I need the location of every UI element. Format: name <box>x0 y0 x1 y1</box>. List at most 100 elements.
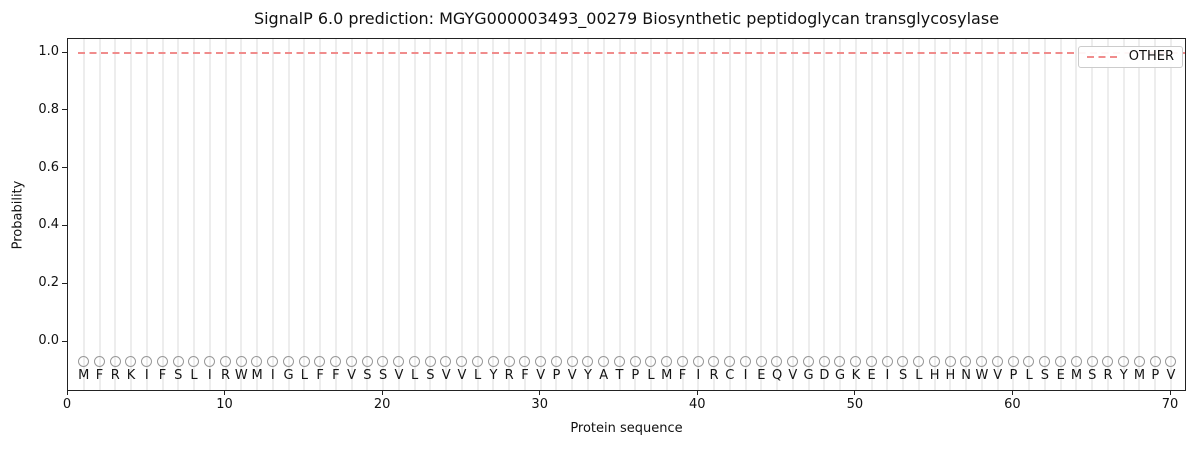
gridline <box>665 39 668 390</box>
gridline <box>240 39 243 390</box>
gridline <box>697 39 700 390</box>
x-tick-label: 0 <box>62 397 72 412</box>
gridline <box>602 39 605 390</box>
residue-letter: Y <box>584 368 592 383</box>
residue-marker <box>582 356 594 367</box>
gridline <box>193 39 196 390</box>
residue-letter: R <box>504 368 514 383</box>
residue-letter: W <box>234 368 248 383</box>
residue-marker <box>78 356 90 367</box>
y-tick-mark <box>62 340 67 342</box>
gridline <box>492 39 495 390</box>
gridline <box>114 39 117 390</box>
residue-marker <box>408 356 420 367</box>
gridline <box>1122 39 1125 390</box>
residue-marker <box>393 356 405 367</box>
x-tick-label: 50 <box>846 397 864 412</box>
residue-letter: M <box>1133 368 1146 383</box>
other-probability-line <box>78 52 1185 54</box>
residue-marker <box>1149 356 1161 367</box>
residue-letter: G <box>803 368 814 383</box>
residue-marker <box>913 356 925 367</box>
gridline <box>508 39 511 390</box>
gridline <box>1075 39 1078 390</box>
residue-letter: M <box>78 368 90 383</box>
y-tick-mark <box>62 109 67 111</box>
residue-letter: T <box>615 368 624 383</box>
residue-letter: L <box>300 368 308 383</box>
residue-marker <box>109 356 121 367</box>
residue-marker <box>235 356 247 367</box>
gridline <box>413 39 416 390</box>
residue-marker <box>976 356 988 367</box>
x-tick-label: 30 <box>531 397 548 412</box>
gridline <box>523 39 526 390</box>
gridline <box>1043 39 1046 390</box>
residue-letter: I <box>885 368 890 383</box>
residue-letter: S <box>898 368 908 383</box>
residue-marker <box>865 356 877 367</box>
residue-marker <box>1102 356 1114 367</box>
gridline <box>949 39 952 390</box>
x-tick-mark <box>1169 391 1171 395</box>
residue-letter: V <box>1166 368 1176 383</box>
residue-letter: R <box>1103 368 1113 383</box>
gridline <box>382 39 385 390</box>
residue-marker <box>881 356 893 367</box>
gridline <box>571 39 574 390</box>
residue-letter: F <box>678 368 687 383</box>
gridline <box>460 39 463 390</box>
residue-letter: F <box>521 368 529 383</box>
gridline <box>145 39 148 390</box>
gridline <box>1012 39 1015 390</box>
gridline <box>429 39 432 390</box>
residue-letter: F <box>316 368 324 383</box>
y-tick-mark <box>62 167 67 169</box>
residue-letter: Q <box>771 368 783 383</box>
residue-marker <box>377 356 389 367</box>
residue-marker <box>1023 356 1035 367</box>
gridline <box>776 39 779 390</box>
residue-letter: F <box>95 368 104 383</box>
residue-letter: S <box>363 368 372 383</box>
y-tick-label: 0.8 <box>38 101 59 117</box>
y-tick-label: 0.4 <box>38 217 59 233</box>
gridline <box>744 39 747 390</box>
gridline <box>1059 39 1062 390</box>
residue-letter: V <box>788 368 798 383</box>
residue-marker <box>1118 356 1130 367</box>
residue-letter: L <box>411 368 419 383</box>
residue-marker <box>787 356 799 367</box>
residue-marker <box>345 356 357 367</box>
residue-letter: I <box>144 368 149 383</box>
gridline <box>933 39 936 390</box>
residue-letter: E <box>867 368 876 383</box>
residue-marker <box>676 356 688 367</box>
residue-marker <box>519 356 531 367</box>
x-tick-label: 40 <box>689 397 706 412</box>
residue-letter: N <box>961 368 972 383</box>
residue-letter: I <box>743 368 748 383</box>
legend-dashed-line-icon <box>1086 56 1121 58</box>
residue-letter: V <box>536 368 546 383</box>
residue-letter: M <box>251 368 263 383</box>
gridline <box>823 39 826 390</box>
gridline <box>839 39 842 390</box>
residue-marker <box>204 356 216 367</box>
gridline <box>256 39 259 390</box>
gridline <box>870 39 873 390</box>
residue-marker <box>456 356 468 367</box>
residue-letter: M <box>1070 368 1083 383</box>
residue-marker <box>361 356 373 367</box>
x-tick-mark <box>381 391 383 395</box>
residue-marker <box>1039 356 1051 367</box>
residue-letter: L <box>915 368 923 383</box>
residue-letter: L <box>190 368 198 383</box>
gridline <box>366 39 369 390</box>
residue-marker <box>156 356 168 367</box>
gridline <box>681 39 684 390</box>
residue-marker <box>755 356 767 367</box>
residue-marker <box>708 356 720 367</box>
residue-marker <box>535 356 546 367</box>
residue-letter: S <box>379 368 388 383</box>
